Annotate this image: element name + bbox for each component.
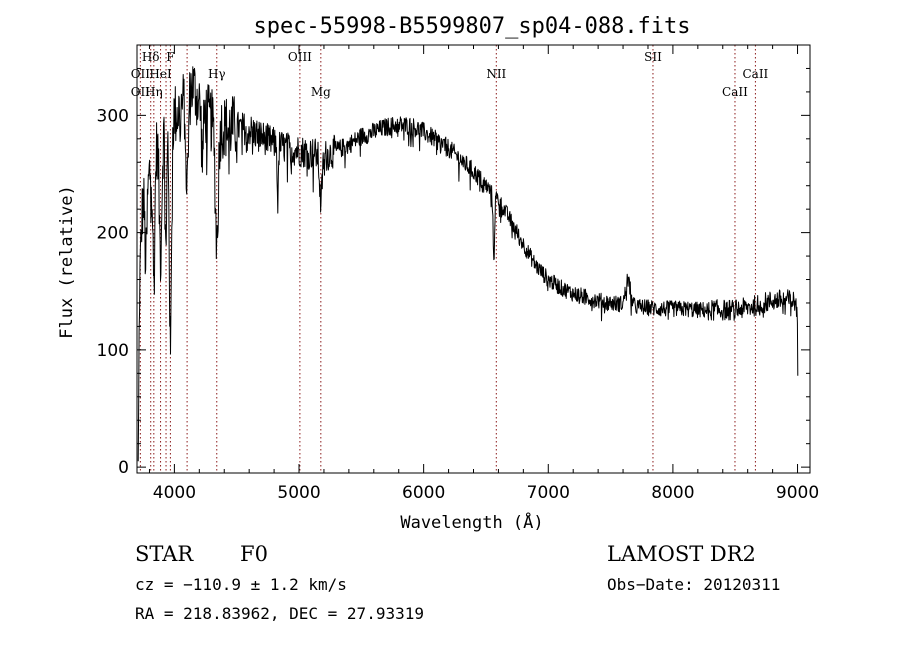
spectral-line-label: Hη [145, 85, 163, 99]
y-tick-label: 100 [97, 341, 129, 361]
observation-date: Obs−Date: 20120311 [607, 575, 780, 594]
x-axis-label: Wavelength (Å) [400, 511, 543, 533]
spectral-line-label: F [166, 50, 174, 64]
plot-frame [136, 44, 811, 474]
y-axis-ticks: 0 100 200 300 [97, 67, 810, 478]
spectral-line-label: Mg [311, 85, 331, 99]
spectral-line-label: SII [644, 50, 662, 64]
spectral-line-label: Hγ [208, 67, 226, 81]
y-axis-label: Flux (relative) [57, 185, 77, 339]
x-tick-label: 7000 [527, 483, 570, 503]
x-tick-label: 8000 [651, 483, 694, 503]
y-tick-label: 200 [97, 224, 129, 244]
object-class: STAR [135, 542, 194, 566]
x-axis-ticks: 4000 5000 6000 7000 8000 9000 [148, 45, 819, 503]
spectrum-line [137, 66, 799, 462]
x-tick-label: 4000 [153, 483, 196, 503]
x-tick-label: 6000 [402, 483, 445, 503]
spectral-line-label: NII [486, 67, 506, 81]
spectral-line-label: OII [131, 67, 151, 81]
survey-name: LAMOST DR2 [607, 542, 756, 566]
coordinates: RA = 218.83962, DEC = 27.93319 [135, 604, 424, 623]
chart-title: spec-55998-B5599807_sp04-088.fits [253, 14, 690, 39]
y-tick-label: 300 [97, 106, 129, 126]
spectral-line-label: OIII [288, 50, 312, 64]
spectral-line-label: CaII [742, 67, 768, 81]
x-tick-label: 5000 [277, 483, 320, 503]
spectral-line-markers [139, 45, 756, 473]
spectral-line-label: Hδ [142, 50, 160, 64]
y-tick-label: 0 [118, 458, 129, 478]
object-subclass: F0 [240, 542, 268, 566]
x-tick-label: 9000 [776, 483, 819, 503]
redshift-cz: cz = −110.9 ± 1.2 km/s [135, 575, 347, 594]
spectral-line-label: HeI [149, 67, 172, 81]
spectral-line-label: CaII [722, 85, 748, 99]
